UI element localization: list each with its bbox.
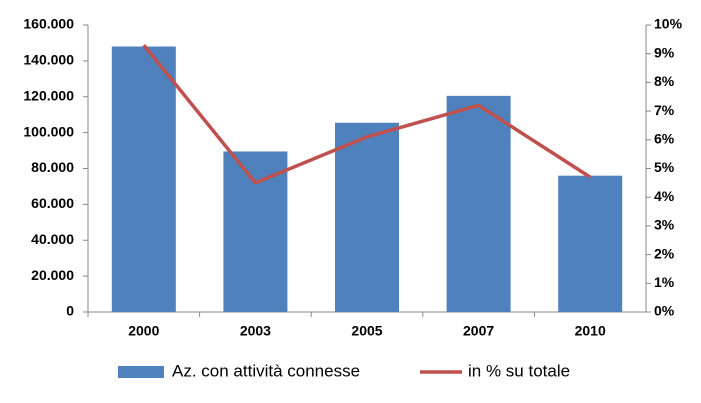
y2-tick-label: 0% bbox=[654, 303, 675, 319]
y-tick-label: 40.000 bbox=[31, 231, 74, 247]
legend-swatch bbox=[118, 366, 164, 378]
x-tick-label: 2000 bbox=[128, 323, 159, 339]
bar bbox=[558, 175, 623, 312]
y-tick-label: 140.000 bbox=[23, 52, 74, 68]
y2-tick-label: 3% bbox=[654, 217, 675, 233]
x-tick-label: 2003 bbox=[240, 323, 271, 339]
y2-tick-label: 2% bbox=[654, 245, 675, 261]
y2-tick-label: 5% bbox=[654, 159, 675, 175]
y2-tick-label: 4% bbox=[654, 188, 675, 204]
y-tick-label: 100.000 bbox=[23, 123, 74, 139]
bar bbox=[446, 95, 511, 313]
bar bbox=[111, 46, 176, 313]
y-tick-label: 160.000 bbox=[23, 16, 74, 32]
y-tick-label: 0 bbox=[66, 303, 74, 319]
y2-tick-label: 10% bbox=[654, 16, 683, 32]
y-tick-label: 20.000 bbox=[31, 267, 74, 283]
y2-tick-label: 6% bbox=[654, 131, 675, 147]
line bbox=[142, 43, 592, 185]
x-tick-label: 2007 bbox=[463, 323, 494, 339]
y2-tick-label: 8% bbox=[654, 73, 675, 89]
y-tick-label: 60.000 bbox=[31, 195, 74, 211]
y2-tick-label: 9% bbox=[654, 44, 675, 60]
bar bbox=[335, 122, 399, 313]
y2-tick-label: 1% bbox=[654, 274, 675, 290]
y-tick-label: 120.000 bbox=[23, 87, 74, 103]
y-tick-label: 80.000 bbox=[31, 159, 74, 175]
bar bbox=[223, 151, 288, 312]
legend-label: in % su totale bbox=[468, 361, 570, 380]
legend-label: Az. con attività connesse bbox=[172, 361, 360, 380]
x-tick-label: 2005 bbox=[351, 323, 382, 339]
y2-tick-label: 7% bbox=[654, 102, 675, 118]
x-tick-label: 2010 bbox=[575, 323, 606, 339]
